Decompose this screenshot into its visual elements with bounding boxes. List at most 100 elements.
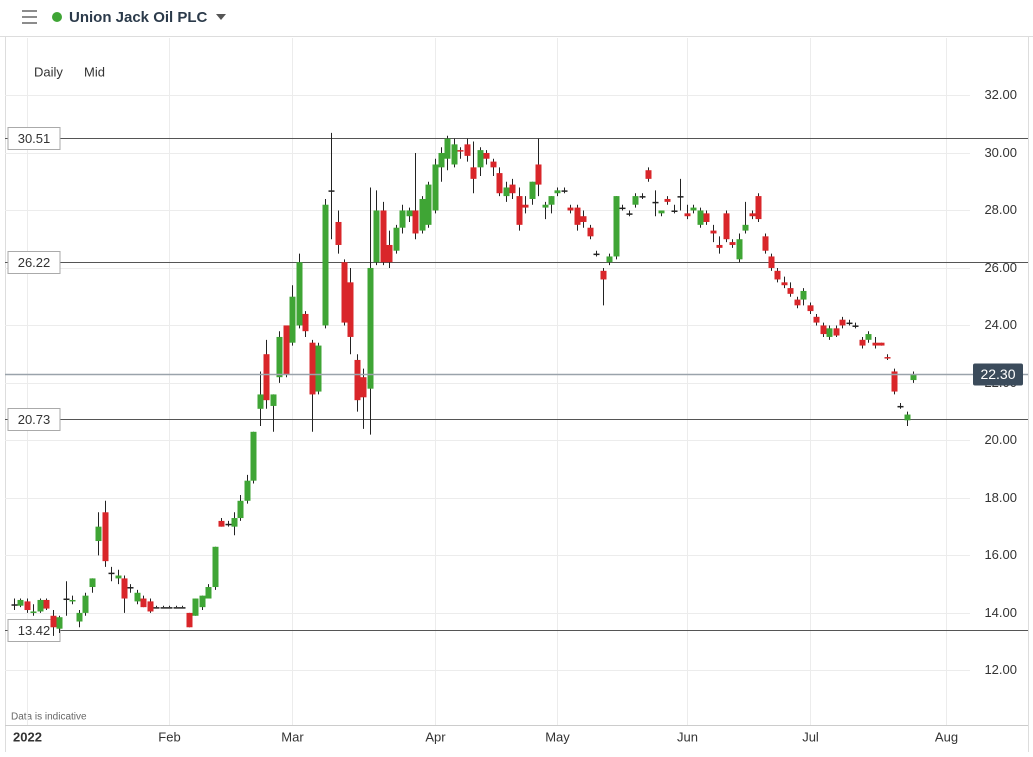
candle-body xyxy=(231,518,238,527)
candle-body xyxy=(652,201,659,204)
level-label: 20.73 xyxy=(18,412,51,427)
candle-body xyxy=(82,595,89,613)
candle-body xyxy=(807,305,814,312)
candle-body xyxy=(703,213,710,222)
candle-body xyxy=(153,607,160,609)
candle-body xyxy=(451,144,458,165)
candle-body xyxy=(17,599,24,606)
candle-body xyxy=(457,150,464,152)
candle-body xyxy=(580,216,587,222)
candle-body xyxy=(108,572,115,575)
candle-body xyxy=(561,190,568,192)
candle-body xyxy=(199,595,206,608)
candle-body xyxy=(755,196,762,220)
candle-body xyxy=(852,325,859,327)
candle-body xyxy=(115,575,122,579)
price-type[interactable]: Mid xyxy=(84,64,105,79)
candle-body xyxy=(257,394,264,409)
candle-body xyxy=(244,480,251,501)
candle-body xyxy=(613,196,620,257)
candle-body xyxy=(464,144,471,156)
candle-body xyxy=(393,227,400,251)
candle-body xyxy=(412,210,419,234)
candle-body xyxy=(554,190,561,194)
candle-body xyxy=(296,262,303,326)
candle-body xyxy=(878,342,885,346)
candle-body xyxy=(121,578,128,599)
candle-body xyxy=(574,207,581,225)
candle-body xyxy=(477,150,484,168)
instrument-title[interactable]: Union Jack Oil PLC xyxy=(69,9,208,26)
dropdown-caret[interactable] xyxy=(216,14,226,20)
candle-body xyxy=(373,210,380,263)
candle-body xyxy=(289,296,296,343)
candle-body xyxy=(593,253,600,256)
candle-body xyxy=(897,405,904,408)
y-tick-label: 14.00 xyxy=(984,605,1017,620)
candle-body xyxy=(419,198,426,231)
candle-body xyxy=(910,374,917,381)
y-tick-label: 18.00 xyxy=(984,490,1017,505)
candle-body xyxy=(632,196,639,205)
candle-body xyxy=(406,210,413,217)
x-tick-label: Aug xyxy=(935,729,958,744)
candle-body xyxy=(483,152,490,159)
candles xyxy=(11,132,917,636)
candle-body xyxy=(89,578,96,588)
candle-body xyxy=(626,213,633,215)
candle-body xyxy=(24,601,31,611)
candle-body xyxy=(270,394,277,406)
candle-body xyxy=(76,612,83,622)
candle-body xyxy=(522,204,529,208)
candle-body xyxy=(50,615,57,628)
candle-body xyxy=(794,299,801,306)
level-label: 30.51 xyxy=(18,131,51,146)
candle-body xyxy=(645,170,652,179)
candle-body xyxy=(833,328,840,336)
candle-body xyxy=(716,244,723,248)
candle-body xyxy=(723,213,730,240)
interval[interactable]: Daily xyxy=(34,64,63,79)
menu-icon[interactable] xyxy=(22,10,37,24)
candle-body xyxy=(872,342,879,346)
candle-body xyxy=(774,270,781,280)
candle-body xyxy=(548,196,555,205)
level-label-box xyxy=(7,127,61,150)
y-tick-label: 32.00 xyxy=(984,87,1017,102)
candle-body xyxy=(399,210,406,228)
candle-body xyxy=(425,184,432,225)
candle-body xyxy=(567,207,574,211)
candle-body xyxy=(276,336,283,378)
candle-body xyxy=(380,210,387,263)
candle-body xyxy=(664,198,671,202)
candle-body xyxy=(263,354,270,401)
candle-body xyxy=(69,599,76,602)
candle-body xyxy=(787,288,794,294)
candle-body xyxy=(386,244,393,263)
candle-body xyxy=(768,256,775,268)
level-label-box xyxy=(7,408,61,431)
x-tick-label: May xyxy=(545,729,570,744)
candle-body xyxy=(444,138,451,159)
candle-body xyxy=(606,256,613,263)
candle-body xyxy=(600,270,607,280)
candle-body xyxy=(341,262,348,323)
y-tick-label: 24.00 xyxy=(984,317,1017,332)
candle-body xyxy=(749,213,756,217)
candle-body xyxy=(865,334,872,340)
candle-body xyxy=(684,213,691,217)
last-price-box xyxy=(973,363,1023,386)
candle-body xyxy=(186,612,193,628)
candle-body xyxy=(781,282,788,286)
candle-body xyxy=(742,224,749,231)
candle-body xyxy=(671,210,678,212)
candle-body xyxy=(639,196,646,198)
candle-body xyxy=(490,161,497,168)
candle-body xyxy=(697,210,704,225)
candle-body xyxy=(30,611,37,613)
candle-body xyxy=(509,184,516,194)
candle-body xyxy=(762,236,769,251)
candle-body xyxy=(516,196,523,225)
